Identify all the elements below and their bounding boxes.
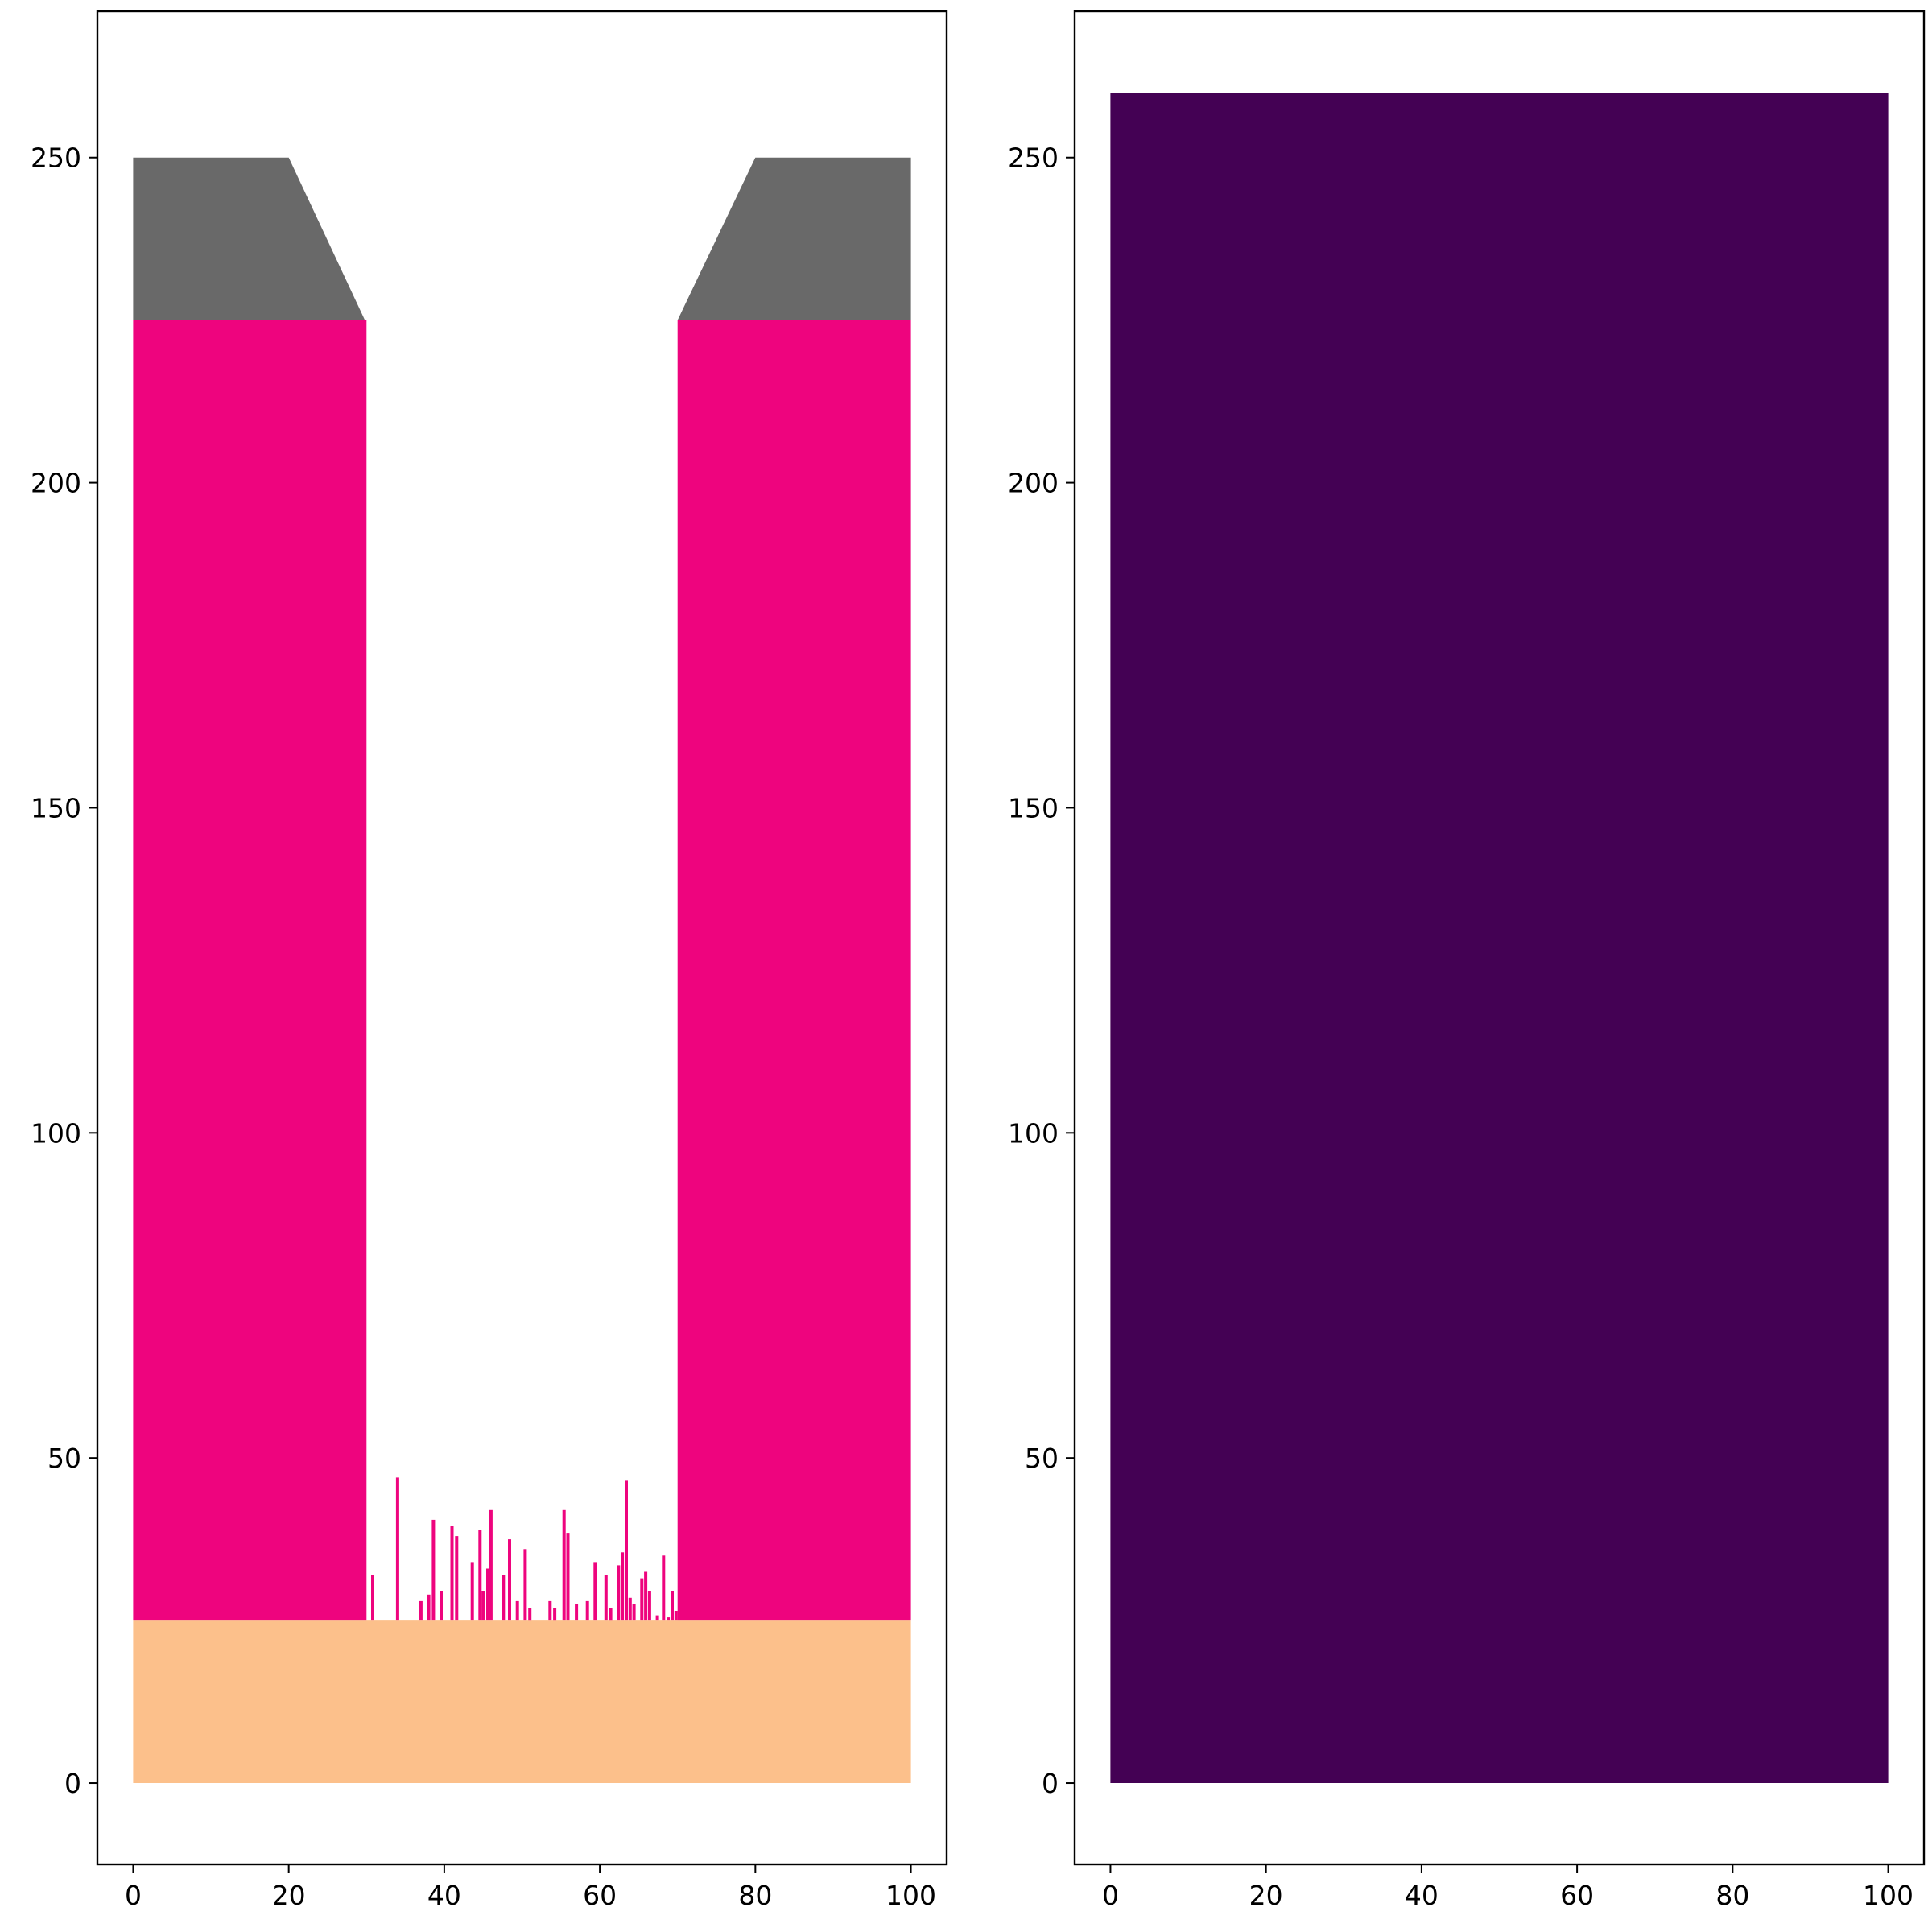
x-tick-label: 100	[1863, 1880, 1913, 1911]
y-tick-label: 250	[1008, 142, 1059, 174]
x-tick-label: 0	[125, 1880, 142, 1911]
column-37	[662, 1555, 666, 1621]
y-tick-label: 200	[31, 468, 81, 499]
column-39	[671, 1591, 674, 1621]
x-tick-label: 40	[427, 1880, 461, 1911]
column-38	[667, 1617, 671, 1621]
y-tick-label: 50	[47, 1443, 81, 1474]
column-27	[609, 1608, 613, 1621]
column-13	[489, 1509, 493, 1621]
axes-frame	[96, 10, 948, 1866]
x-tick-label: 80	[1715, 1880, 1749, 1911]
column-2	[395, 1477, 399, 1621]
column-30	[625, 1480, 628, 1621]
column-1	[371, 1575, 374, 1621]
column-34	[644, 1571, 648, 1621]
region-1	[133, 1620, 911, 1783]
column-4	[427, 1594, 431, 1621]
column-19	[548, 1600, 552, 1621]
column-22	[566, 1533, 570, 1621]
region-1	[1110, 93, 1889, 1783]
column-17	[523, 1549, 527, 1621]
region-4	[133, 157, 365, 320]
x-tick-label: 80	[738, 1880, 772, 1911]
region-5	[677, 157, 911, 320]
column-14	[502, 1575, 506, 1621]
y-tick-label: 0	[1042, 1768, 1059, 1799]
y-tick-label: 100	[31, 1117, 81, 1149]
x-tick-label: 0	[1102, 1880, 1119, 1911]
column-29	[621, 1552, 625, 1621]
column-40	[674, 1611, 678, 1621]
column-5	[431, 1519, 436, 1621]
column-35	[647, 1591, 651, 1621]
column-12	[486, 1568, 489, 1621]
column-6	[440, 1591, 443, 1621]
x-tick-label: 100	[886, 1880, 936, 1911]
chart-panel-2: 0 20 40 60 80 100 0 50 100 150 200 250	[1008, 10, 1926, 1911]
column-23	[575, 1604, 579, 1621]
y-tick-label: 200	[1008, 468, 1059, 499]
column-36	[655, 1615, 659, 1621]
x-tick-label: 60	[583, 1880, 617, 1911]
column-28	[617, 1565, 621, 1621]
column-26	[604, 1575, 608, 1621]
y-tick-label: 100	[1008, 1117, 1059, 1149]
x-tick-label: 40	[1405, 1880, 1439, 1911]
y-tick-label: 250	[31, 142, 81, 174]
column-16	[515, 1600, 519, 1621]
column-21	[562, 1509, 566, 1621]
column-31	[628, 1597, 632, 1621]
column-24	[585, 1600, 589, 1621]
region-2	[133, 320, 367, 1621]
column-25	[593, 1562, 597, 1621]
column-33	[640, 1578, 644, 1621]
column-15	[508, 1539, 511, 1621]
x-tick-label: 20	[1249, 1880, 1283, 1911]
column-10	[478, 1530, 482, 1621]
column-9	[470, 1562, 474, 1621]
chart-panel-1: 0 20 40 60 80 100 0 50 100 150 200 250	[31, 10, 948, 1911]
column-8	[455, 1536, 459, 1621]
column-20	[553, 1608, 557, 1621]
column-32	[632, 1604, 636, 1621]
x-tick-label: 20	[272, 1880, 306, 1911]
column-11	[481, 1591, 485, 1621]
axes-frame	[1073, 10, 1926, 1866]
region-3	[677, 320, 911, 1621]
y-tick-label: 150	[1008, 792, 1059, 824]
column-3	[419, 1600, 423, 1621]
y-tick-label: 0	[64, 1768, 81, 1799]
x-tick-label: 60	[1560, 1880, 1594, 1911]
column-18	[528, 1608, 532, 1621]
y-tick-label: 150	[31, 792, 81, 824]
y-tick-label: 50	[1025, 1443, 1059, 1474]
column-7	[450, 1526, 454, 1621]
